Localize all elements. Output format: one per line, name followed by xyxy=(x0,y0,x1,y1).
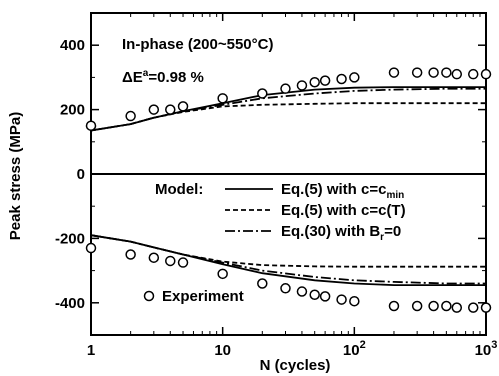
experiment-point-compression xyxy=(257,278,268,289)
experiment-point-compression xyxy=(480,302,492,313)
experiment-point-tension xyxy=(441,67,452,78)
legend-label-solid: Eq.(5) with c=cmin xyxy=(281,181,404,201)
y-axis-label: Peak stress (MPa) xyxy=(7,112,24,240)
experiment-point-tension xyxy=(467,68,479,80)
condition-annotation: In-phase (200~550°C) xyxy=(122,36,273,53)
legend-label-dashed: Eq.(5) with c=c(T) xyxy=(281,202,406,219)
experiment-point-tension xyxy=(148,104,160,115)
condition-text: In-phase (200~550°C) xyxy=(122,36,273,53)
experiment-point-compression xyxy=(336,294,347,305)
experiment-point-compression xyxy=(428,300,439,312)
experiment-point-tension xyxy=(309,76,320,88)
experiment-point-compression xyxy=(177,257,189,268)
legend-label-experiment: Experiment xyxy=(162,288,244,305)
y-tick-label: 200 xyxy=(60,102,85,119)
experiment-point-compression xyxy=(441,300,452,312)
strain-value: =0.98 % xyxy=(148,69,203,86)
experiment-point-tension xyxy=(177,101,189,112)
experiment-point-tension xyxy=(388,67,400,78)
experiment-point-compression xyxy=(217,268,228,280)
y-tick-label: -200 xyxy=(55,230,85,247)
x-tick-label: 102 xyxy=(343,339,366,359)
experiment-point-compression xyxy=(85,242,97,254)
experiment-point-compression xyxy=(148,252,160,263)
experiment-point-compression xyxy=(411,300,423,312)
experiment-point-tension xyxy=(165,104,176,115)
x-tick-label: 1 xyxy=(87,342,95,359)
experiment-point-compression xyxy=(319,291,331,302)
experiment-point-compression xyxy=(280,283,291,294)
experiment-point-compression xyxy=(451,302,463,313)
experiment-point-tension xyxy=(319,75,331,86)
series-line-dashdot-tension xyxy=(90,87,486,132)
experiment-point-compression xyxy=(309,289,320,300)
y-tick-label: 0 xyxy=(77,166,85,183)
axes: 400 200 0 -200 -400 1 10 102 103 xyxy=(55,12,498,359)
experiment-point-tension xyxy=(217,93,228,104)
experiment-point-compression xyxy=(165,255,176,267)
experiment-point-tension xyxy=(257,88,268,99)
experiment-point-tension xyxy=(349,72,360,83)
legend-marker-experiment xyxy=(143,290,155,302)
experiment-point-tension xyxy=(411,67,423,78)
experiment-point-tension xyxy=(480,68,492,80)
experiment-point-tension xyxy=(125,110,136,122)
experiment-point-tension xyxy=(428,67,439,78)
plot-data xyxy=(85,67,492,313)
experiment-point-tension xyxy=(280,83,291,94)
experiment-point-tension xyxy=(296,80,308,91)
experiment-point-compression xyxy=(349,295,360,307)
strain-prefix: ΔE xyxy=(122,69,143,86)
experiment-point-tension xyxy=(451,68,463,80)
experiment-point-tension xyxy=(85,120,97,131)
series-line-dashdot-compression xyxy=(90,234,486,285)
experiment-point-compression xyxy=(125,249,136,260)
x-tick-label: 103 xyxy=(475,339,498,359)
strain-text: ΔEa=0.98 % xyxy=(122,68,204,86)
strain-sup: a xyxy=(143,68,149,79)
y-tick-label: -400 xyxy=(55,295,85,312)
experiment-point-tension xyxy=(336,73,347,85)
x-axis-label: N (cycles) xyxy=(260,357,331,374)
y-tick-label: 400 xyxy=(60,37,85,54)
experiment-point-compression xyxy=(467,302,479,313)
experiment-point-compression xyxy=(296,286,308,297)
experiment-point-compression xyxy=(388,300,400,312)
x-tick-label: 10 xyxy=(214,342,231,359)
strain-annotation: ΔEa=0.98 % xyxy=(122,68,204,86)
legend-label-dashdot: Eq.(30) with Br=0 xyxy=(281,223,401,243)
model-label: Model: xyxy=(155,181,203,198)
